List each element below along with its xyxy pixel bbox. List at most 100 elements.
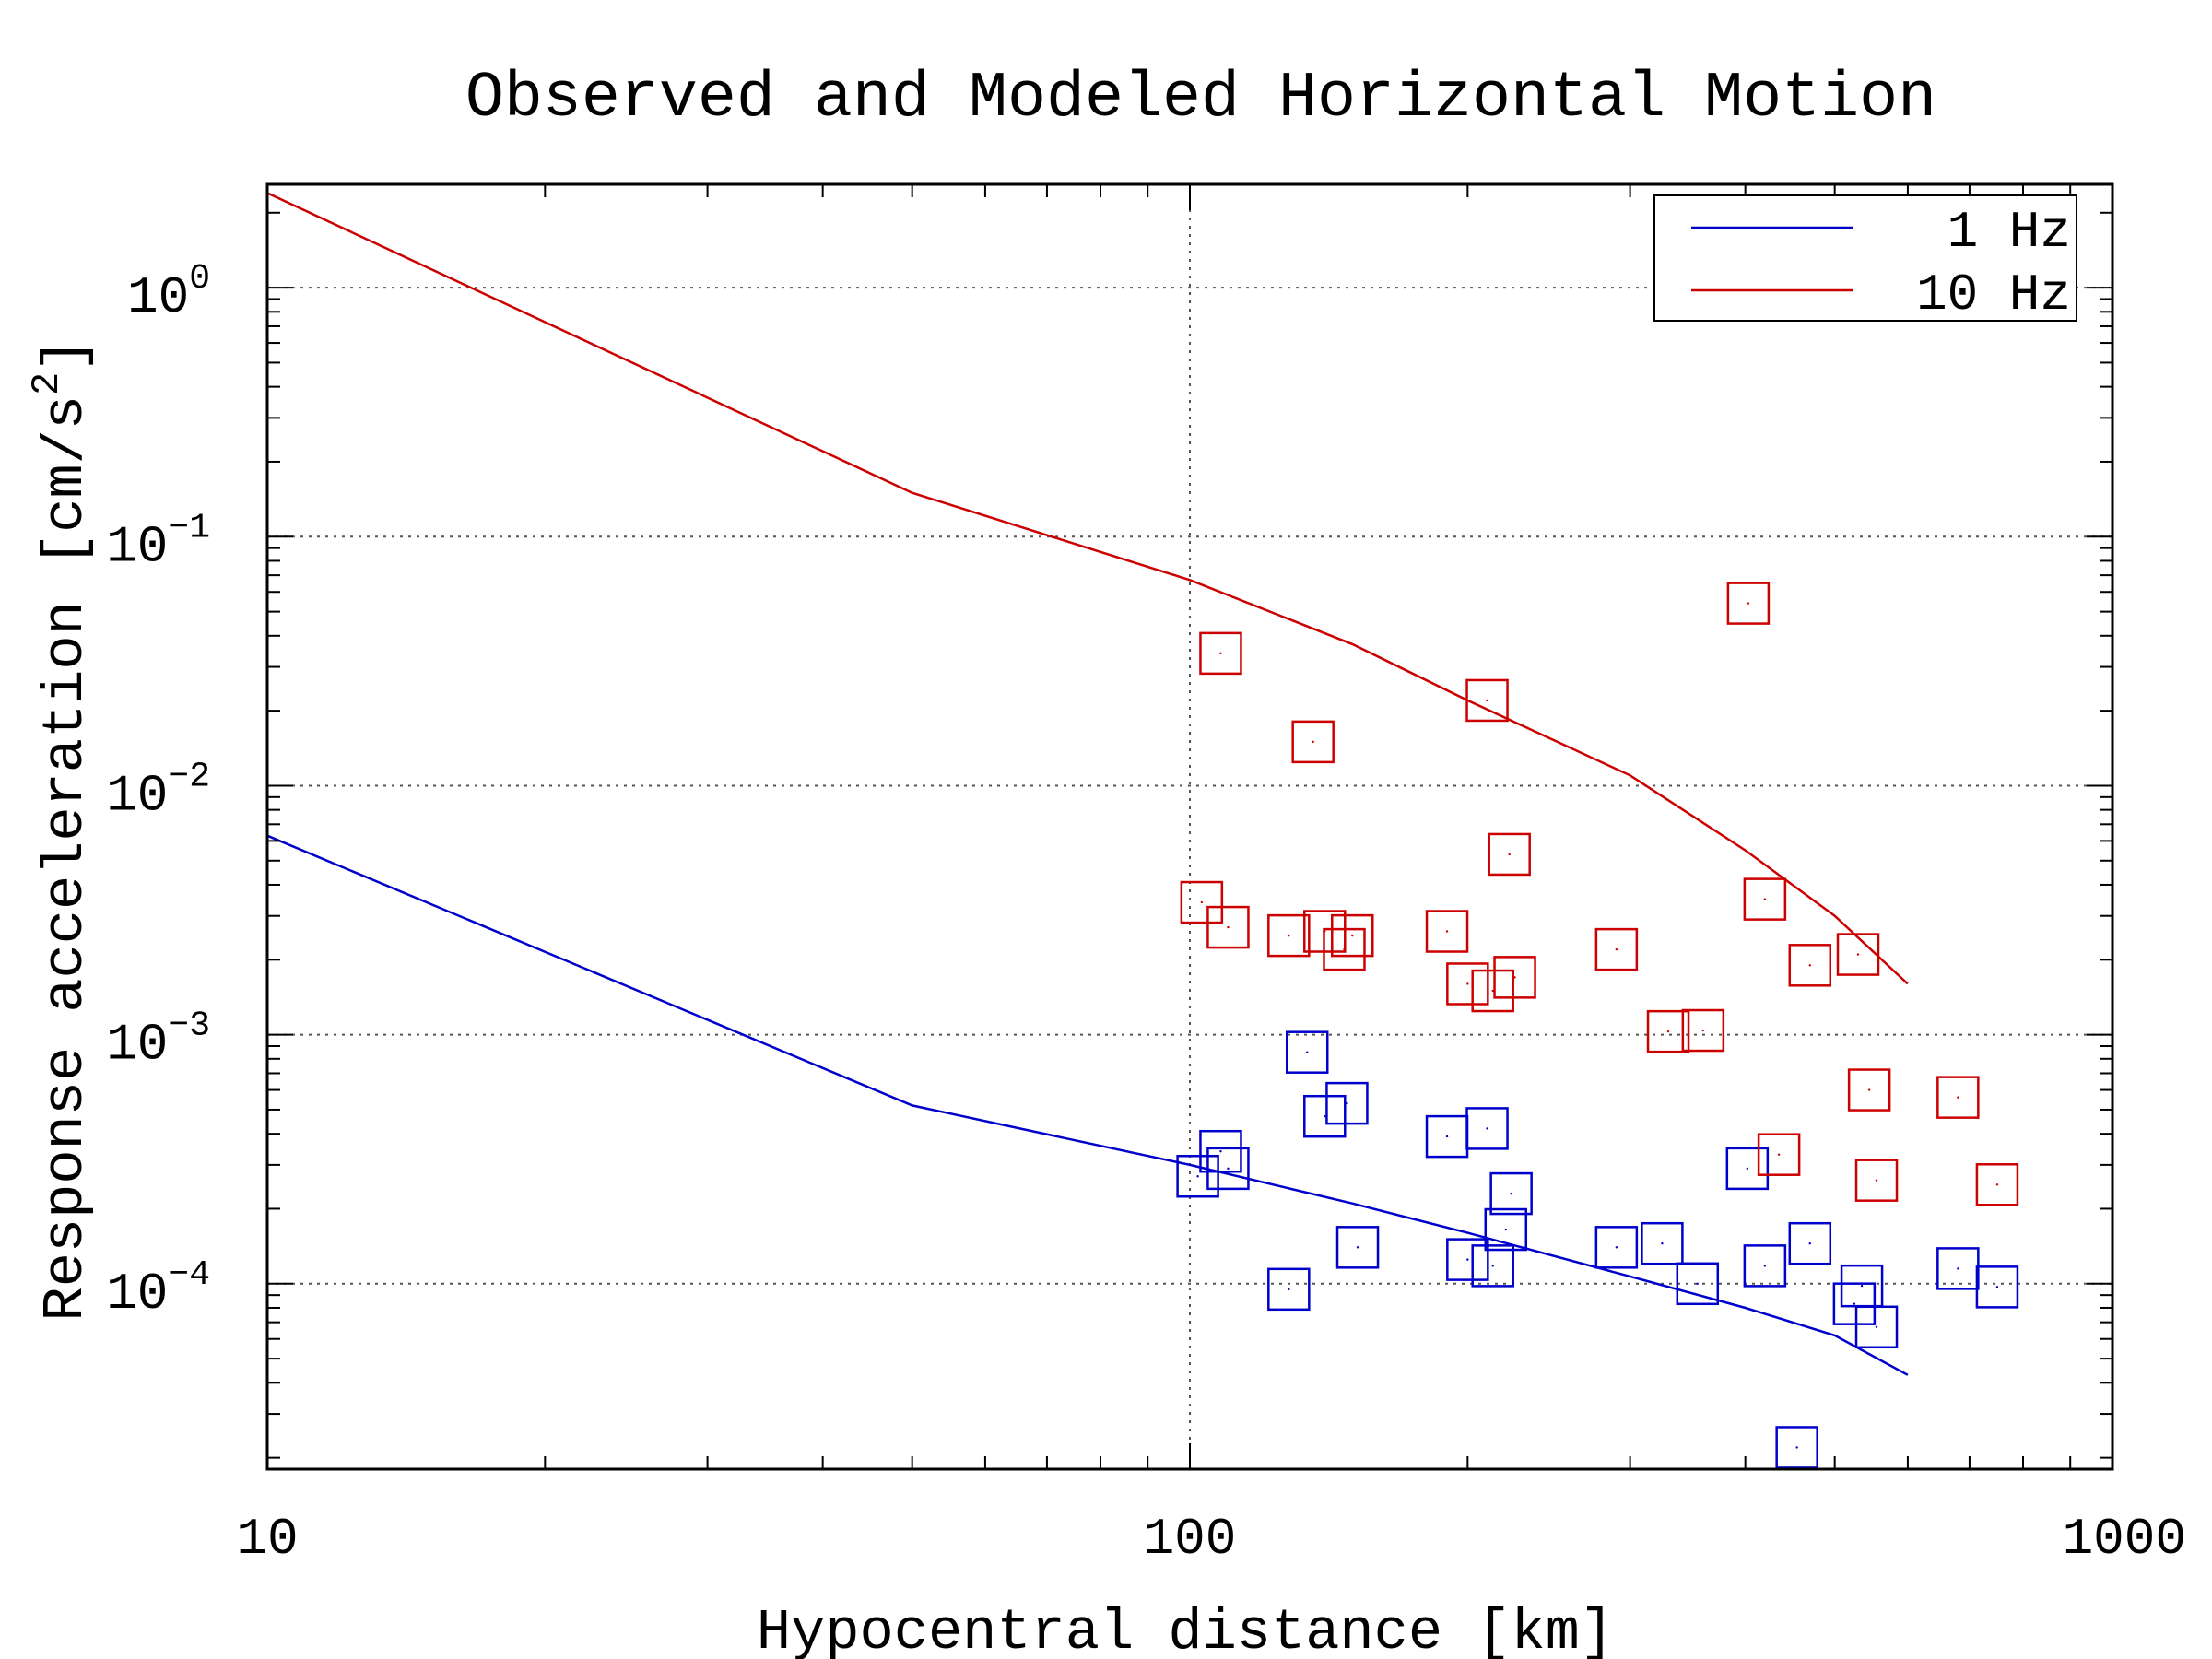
observed-point-center [1466,982,1469,985]
observed-point [1446,1238,1489,1281]
observed-point-center [1445,1135,1449,1138]
observed-point [1489,1171,1533,1216]
observed-point-center [1486,1127,1488,1130]
observed-point [1743,1244,1787,1288]
x-tick-labels: 10 100 1000 [236,1510,2186,1569]
x-axis-label: Hypocentral distance [km] [757,1600,1614,1659]
observed-point [1854,1305,1899,1349]
observed-point [1471,1244,1514,1288]
y-axis-label-text: Response acceleration [cm/s [33,395,99,1322]
observed-point-center [1860,1284,1864,1288]
y-tick-label-exponent: −2 [168,757,210,796]
observed-point-center [1661,1241,1664,1245]
observed-point-center [1696,1282,1699,1285]
observed-point-center [1288,934,1290,937]
observed-point [1291,720,1335,764]
observed-point-center [1351,934,1354,937]
y-axis-label: Response acceleration [cm/s2] [25,337,99,1321]
x-tick-label: 1000 [2063,1510,2186,1569]
observed-point [1199,1129,1242,1173]
y-axis-label-superscript: 2 [25,372,69,395]
legend-box [1653,194,2077,322]
observed-point [1425,910,1469,953]
observed-point [1471,969,1514,1013]
observed-point [1488,832,1531,877]
observed-point [1267,913,1311,958]
series-0 [266,834,2019,1469]
legend-label: 10 Hz [1916,265,2071,324]
observed-point-center [1875,1179,1878,1182]
observed-point-center [1486,699,1488,702]
x-tick-label: 100 [1144,1510,1237,1569]
observed-point-center [1763,1265,1767,1267]
observed-point [1832,1282,1877,1325]
observed-point [1757,1133,1801,1176]
y-tick-label-base: 10 [106,1016,168,1075]
observed-point-center [1615,1246,1618,1249]
observed-point [1936,1076,1980,1119]
y-tick-label-base: 10 [127,268,189,327]
observed-point [1594,927,1639,971]
x-tick-label: 10 [236,1510,298,1569]
y-tick-label-base: 10 [106,517,168,576]
observed-point [1725,1147,1770,1191]
observed-point-center [1875,1325,1878,1328]
observed-point-center [1746,1167,1749,1171]
observed-point-center [1356,1246,1359,1249]
y-tick-label-base: 10 [106,1265,168,1324]
observed-point [1176,1155,1219,1198]
observed-point [1206,1147,1250,1191]
observed-point [1975,1265,2019,1309]
observed-point [1465,678,1509,723]
y-tick-label-exponent: 0 [189,259,210,299]
observed-point [1847,1068,1891,1112]
observed-point-center [1466,1258,1469,1261]
observed-point-center [1867,1088,1871,1091]
observed-point-center [1957,1267,1959,1270]
observed-point [1788,944,1832,987]
model-line-0 [266,834,1909,1376]
observed-point-center [1288,1288,1290,1291]
observed-point-center [1508,853,1511,856]
observed-point-center [1227,925,1230,929]
y-tick-label-exponent: −3 [168,1006,210,1046]
y-tick-label: 10−2 [106,757,210,825]
y-tick-label-exponent: −4 [168,1255,210,1295]
observed-point [1446,962,1489,1006]
observed-point-center [1995,1183,1999,1186]
observed-point [1206,905,1250,949]
observed-point-center [1957,1096,1959,1099]
observed-point [1788,1221,1832,1265]
observed-point-center [1615,947,1618,951]
observed-point [1331,913,1374,958]
axis-ticks [266,184,2112,1469]
observed-point [1594,1226,1639,1269]
observed-point-center [1504,1228,1507,1231]
observed-point [1323,927,1366,971]
observed-point-center [1324,1115,1326,1118]
observed-point [1267,1267,1311,1312]
y-tick-label: 10−3 [106,1006,210,1075]
chart-title: Observed and Modeled Horizontal Motion [465,63,1936,135]
observed-point [1681,1008,1725,1053]
observed-point-center [1445,930,1449,933]
y-tick-label-base: 10 [106,766,168,825]
observed-point [1325,1081,1369,1125]
observed-point [1836,933,1880,976]
observed-point-center [1219,1150,1222,1153]
y-axis-label-close: ] [33,337,99,371]
observed-point [1646,1009,1690,1053]
observed-point-center [1343,947,1346,951]
observed-point [1199,631,1242,676]
observed-point [1743,877,1787,921]
observed-point-center [1747,602,1750,605]
observed-point-center [1306,1051,1309,1053]
observed-point-center [1346,1101,1348,1105]
observed-point [1303,1094,1347,1138]
observed-point-center [1995,1286,1999,1288]
observed-point-center [1808,1241,1811,1245]
y-tick-label-exponent: −1 [168,508,210,547]
observed-point [1641,1221,1684,1265]
observed-point-center [1219,652,1222,655]
